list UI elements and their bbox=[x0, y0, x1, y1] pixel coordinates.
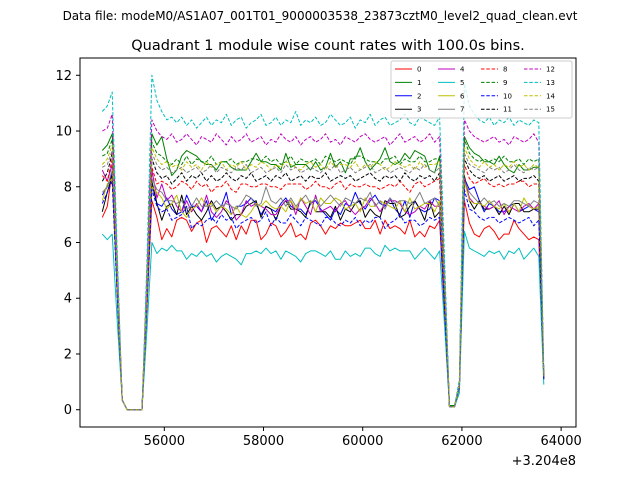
legend-label-11: 11 bbox=[503, 106, 512, 114]
series-line-4 bbox=[101, 164, 545, 411]
y-tick-label: 12 bbox=[55, 69, 72, 84]
legend-label-8: 8 bbox=[503, 66, 507, 74]
y-tick-label: 4 bbox=[64, 292, 72, 307]
legend-label-7: 7 bbox=[460, 106, 464, 114]
series-line-3 bbox=[101, 175, 545, 411]
series-line-11 bbox=[101, 152, 545, 411]
series-layer bbox=[101, 74, 545, 411]
series-line-0 bbox=[101, 169, 545, 411]
y-tick-label: 2 bbox=[64, 347, 72, 362]
x-tick-label: 64000 bbox=[540, 434, 581, 449]
x-tick-label: 56000 bbox=[144, 434, 185, 449]
legend-label-3: 3 bbox=[417, 106, 421, 114]
series-line-14 bbox=[101, 144, 545, 411]
legend-label-6: 6 bbox=[460, 92, 465, 100]
x-tick-label: 58000 bbox=[243, 434, 284, 449]
y-tick-label: 0 bbox=[64, 403, 72, 418]
series-line-6 bbox=[101, 177, 545, 411]
x-offset-label: +3.204e8 bbox=[512, 454, 576, 469]
legend-label-5: 5 bbox=[460, 79, 464, 87]
series-line-5 bbox=[101, 230, 545, 411]
series-line-12 bbox=[102, 113, 545, 411]
legend-label-15: 15 bbox=[546, 106, 555, 114]
legend-label-13: 13 bbox=[546, 79, 555, 87]
series-line-8 bbox=[101, 158, 545, 411]
y-tick-label: 10 bbox=[55, 125, 72, 140]
legend-label-0: 0 bbox=[417, 66, 421, 74]
legend-label-12: 12 bbox=[546, 66, 555, 74]
y-axis: 0 2 4 6 8 10 12 bbox=[55, 69, 80, 418]
legend-frame bbox=[390, 60, 573, 119]
chart-title: Quadrant 1 module wise count rates with … bbox=[131, 38, 525, 54]
x-tick-label: 62000 bbox=[441, 434, 482, 449]
series-line-7 bbox=[101, 169, 545, 411]
x-tick-label: 60000 bbox=[342, 434, 383, 449]
series-line-9 bbox=[102, 138, 545, 411]
series-line-15 bbox=[102, 150, 545, 411]
y-tick-label: 8 bbox=[64, 180, 72, 195]
legend-label-14: 14 bbox=[546, 92, 555, 100]
legend-label-4: 4 bbox=[460, 66, 465, 74]
x-axis: 56000 58000 60000 62000 64000 bbox=[144, 427, 582, 449]
legend-label-9: 9 bbox=[503, 79, 507, 87]
legend-label-2: 2 bbox=[417, 92, 421, 100]
series-line-10 bbox=[101, 180, 545, 411]
figure-suptitle: Data file: modeM0/AS1A07_001T01_90000035… bbox=[63, 9, 578, 23]
legend-label-1: 1 bbox=[417, 79, 421, 87]
y-tick-label: 6 bbox=[64, 236, 72, 251]
legend-label-10: 10 bbox=[503, 92, 512, 100]
